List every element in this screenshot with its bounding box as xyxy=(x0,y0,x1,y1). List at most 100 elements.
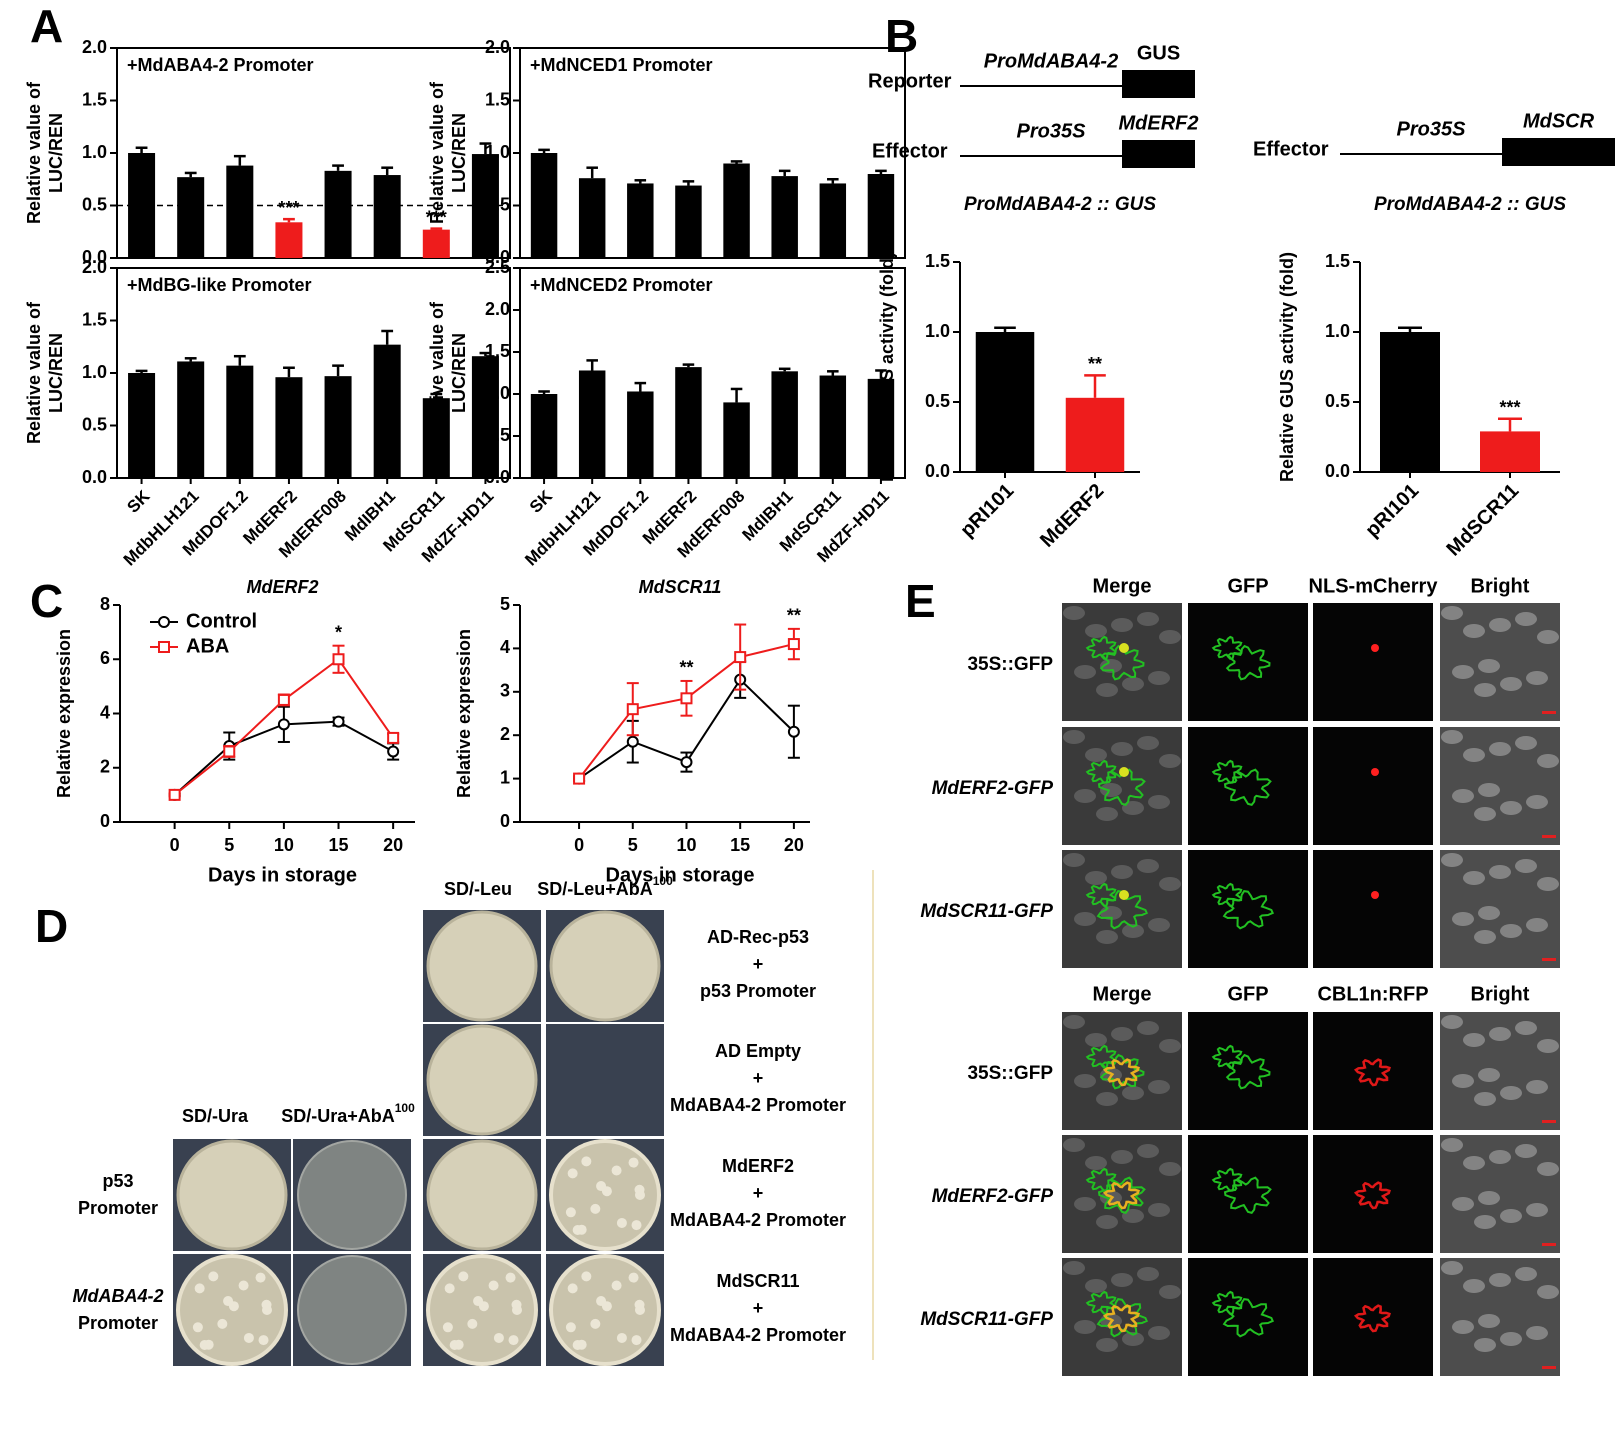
y-tick-label: 1.0 xyxy=(925,321,950,341)
overlap-signal xyxy=(1102,1304,1140,1333)
cell-texture xyxy=(1441,1261,1463,1275)
scale-bar xyxy=(1542,711,1556,714)
x-axis-label: Days in storage xyxy=(606,864,755,886)
legend-label: ABA xyxy=(186,635,229,657)
yeast-colony xyxy=(426,1139,538,1251)
colony-spot xyxy=(505,1272,516,1283)
colony-spot xyxy=(493,1332,504,1343)
row-label: 35S::GFP xyxy=(967,654,1053,675)
x-tick-label: 5 xyxy=(628,835,638,855)
bar xyxy=(275,377,303,478)
gfp-signal xyxy=(1085,1290,1117,1315)
cell-texture xyxy=(1159,1285,1181,1299)
y-axis-label: LUC/REN xyxy=(449,333,469,413)
cell-texture xyxy=(1452,789,1474,803)
x-tick-label: 10 xyxy=(676,835,696,855)
cell-texture xyxy=(1526,1080,1548,1094)
combination-label: MdERF2 xyxy=(722,1156,794,1176)
bar xyxy=(275,222,303,258)
cell-texture xyxy=(1159,630,1181,644)
significance: ** xyxy=(679,658,693,678)
marker xyxy=(573,772,586,785)
cell-texture xyxy=(1489,1027,1511,1041)
column-header: Merge xyxy=(1093,575,1152,597)
colony-spot xyxy=(567,1283,578,1294)
bar xyxy=(627,183,654,258)
cell-texture xyxy=(1526,918,1548,932)
cell-texture xyxy=(1085,1156,1107,1170)
gfp-signal xyxy=(1222,1298,1275,1338)
cell-texture xyxy=(1515,1144,1537,1158)
cell-texture xyxy=(1085,1033,1107,1047)
y-axis-label: Relative value of xyxy=(427,81,447,224)
gfp-signal xyxy=(1211,635,1243,660)
cell-texture xyxy=(1489,1150,1511,1164)
micrograph xyxy=(1188,1135,1308,1253)
gfp-signal xyxy=(1211,1167,1243,1192)
gfp-signal xyxy=(1211,1044,1243,1069)
construct-box xyxy=(1122,140,1195,168)
bar xyxy=(530,394,558,478)
bar xyxy=(771,371,798,478)
header-text: SD/-Leu+AbA xyxy=(537,879,653,899)
y-tick-label: 1.5 xyxy=(485,341,510,361)
micrograph xyxy=(1188,1012,1308,1130)
colony-spot xyxy=(228,1301,239,1312)
bar xyxy=(819,183,847,258)
construct-gene: MdERF2 xyxy=(1119,112,1199,134)
construct-gene: GUS xyxy=(1137,42,1180,64)
cell-texture xyxy=(1122,1209,1144,1223)
legend-marker xyxy=(158,616,170,628)
construct-promoter: Pro35S xyxy=(1397,118,1467,140)
combination-label: p53 Promoter xyxy=(700,981,816,1001)
y-tick-label: 6 xyxy=(100,648,110,668)
bar xyxy=(177,361,205,478)
cell-texture xyxy=(1122,924,1144,938)
gfp-signal xyxy=(1223,1176,1272,1215)
y-tick-label: 2.0 xyxy=(485,299,510,319)
y-tick-label: 5 xyxy=(500,594,510,614)
panel-label: E xyxy=(905,575,936,627)
y-tick-label: 2.0 xyxy=(82,37,107,57)
micrograph xyxy=(1313,850,1433,968)
promoter-label: Promoter xyxy=(78,1198,158,1218)
column-header: GFP xyxy=(1227,983,1268,1005)
micrograph xyxy=(1313,1012,1433,1130)
y-tick-label: 0.0 xyxy=(82,247,107,267)
column-header: Merge xyxy=(1093,983,1152,1005)
cell-texture xyxy=(1122,1332,1144,1346)
construct-label: Effector xyxy=(1253,138,1329,160)
micrograph xyxy=(1188,727,1308,845)
y-axis-label: Relative value of xyxy=(24,301,44,444)
cell-texture xyxy=(1515,1267,1537,1281)
cell-texture xyxy=(1122,677,1144,691)
nucleus-signal xyxy=(1119,643,1129,653)
y-tick-label: 1.5 xyxy=(82,89,107,109)
micrograph xyxy=(1313,727,1433,845)
y-tick-label: 2 xyxy=(100,757,110,777)
cell-texture xyxy=(1500,924,1522,938)
colony-spot xyxy=(255,1272,266,1283)
marker xyxy=(680,756,693,769)
nucleus-signal xyxy=(1119,890,1129,900)
overlap-signal xyxy=(1102,1058,1140,1087)
micrograph xyxy=(1313,1135,1433,1253)
marker xyxy=(787,638,800,651)
combination-label: MdABA4-2 Promoter xyxy=(670,1325,846,1345)
colony-spot xyxy=(611,1165,622,1176)
chart-title: ProMdABA4-2 :: GUS xyxy=(964,194,1156,215)
cell-texture xyxy=(1515,612,1537,626)
cell-texture xyxy=(1441,606,1463,620)
column-header: Bright xyxy=(1471,575,1530,597)
row-label: 35S::GFP xyxy=(967,1063,1053,1084)
cell-texture xyxy=(1137,1144,1159,1158)
cell-texture xyxy=(1148,1326,1170,1340)
y-tick-label: 0 xyxy=(100,811,110,831)
bar xyxy=(373,175,401,258)
header-sup: 100 xyxy=(653,874,673,888)
cell-texture xyxy=(1489,1273,1511,1287)
combination-label: MdSCR11 xyxy=(716,1271,799,1291)
significance: * xyxy=(335,622,342,642)
row-label: MdERF2-GFP xyxy=(932,778,1054,799)
cell-texture xyxy=(1489,742,1511,756)
